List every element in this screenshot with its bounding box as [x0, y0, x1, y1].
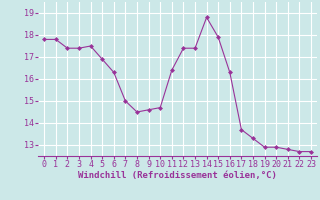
X-axis label: Windchill (Refroidissement éolien,°C): Windchill (Refroidissement éolien,°C) — [78, 171, 277, 180]
